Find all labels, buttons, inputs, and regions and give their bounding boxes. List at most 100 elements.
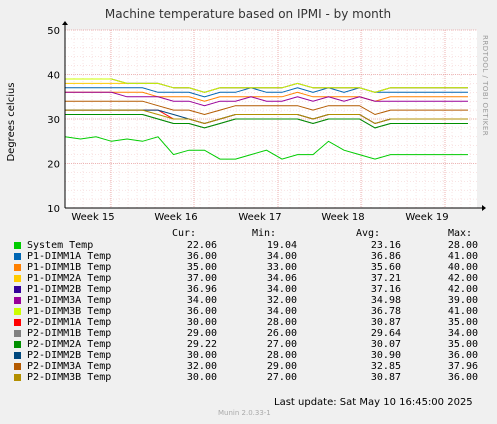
legend-swatch	[14, 242, 21, 249]
legend-max-value: 37.96	[447, 361, 478, 372]
series-line	[65, 78, 468, 93]
munin-version: Munin 2.0.33-1	[218, 409, 271, 417]
x-tick-label: Week 19	[405, 212, 448, 223]
legend-max-value: 35.00	[447, 339, 478, 350]
legend-header-max: Max:	[448, 228, 473, 239]
legend-avg-value: 34.98	[370, 295, 401, 306]
x-axis-arrow	[482, 205, 486, 211]
series-line	[65, 87, 468, 98]
rrdtool-credit: RRDTOOL / TOBI OETIKER	[481, 35, 489, 136]
y-tick-label: 50	[47, 26, 60, 37]
legend-series-name: P2-DIMM1B Temp	[27, 328, 112, 339]
legend-swatch	[14, 286, 21, 293]
legend-row: P2-DIMM2A Temp 29.22 27.00 30.07 35.00	[14, 339, 494, 351]
legend-series-name: P2-DIMM2A Temp	[27, 339, 112, 350]
series-line	[65, 91, 468, 107]
legend-avg-value: 37.21	[370, 273, 401, 284]
series-line	[65, 100, 468, 116]
legend-row: P2-DIMM1B Temp 29.00 26.00 29.64 34.00	[14, 328, 494, 340]
legend-avg-value: 30.07	[370, 339, 401, 350]
chart-title: Machine temperature based on IPMI - by m…	[105, 7, 391, 21]
legend-swatch	[14, 253, 21, 260]
legend-min-value: 28.00	[266, 317, 297, 328]
chart-series	[64, 78, 468, 160]
legend-cur-value: 30.00	[186, 372, 217, 383]
series-line	[65, 114, 468, 129]
legend-cur-value: 36.00	[186, 251, 217, 262]
legend-swatch	[14, 297, 21, 304]
legend-row: P1-DIMM3A Temp 34.00 32.00 34.98 39.00	[14, 295, 494, 307]
legend-series-name: P1-DIMM3A Temp	[27, 295, 112, 306]
legend-series-name: P2-DIMM1A Temp	[27, 317, 112, 328]
x-tick-label: Week 15	[71, 212, 114, 223]
legend-avg-value: 29.64	[370, 328, 401, 339]
legend-series-name: P1-DIMM3B Temp	[27, 306, 112, 317]
series-line	[65, 109, 468, 125]
temperature-chart: Machine temperature based on IPMI - by m…	[6, 7, 489, 223]
legend-cur-value: 35.00	[186, 262, 217, 273]
legend-avg-value: 23.16	[370, 240, 401, 251]
legend-cur-value: 32.00	[186, 361, 217, 372]
legend-swatch	[14, 363, 21, 370]
x-tick-label: Week 18	[321, 212, 364, 223]
legend-max-value: 42.00	[447, 284, 478, 295]
y-tick-label: 10	[47, 204, 60, 215]
legend-row: P1-DIMM1B Temp 35.00 33.00 35.60 40.00	[14, 262, 494, 274]
legend-row: P1-DIMM3B Temp 36.00 34.00 36.78 41.00	[14, 306, 494, 318]
legend-avg-value: 30.87	[370, 372, 401, 383]
legend-swatch	[14, 330, 21, 337]
legend-swatch	[14, 264, 21, 271]
legend-avg-value: 30.90	[370, 350, 401, 361]
legend-avg-value: 32.85	[370, 361, 401, 372]
legend-avg-value: 30.87	[370, 317, 401, 328]
legend-min-value: 27.00	[266, 339, 297, 350]
legend-header-avg: Avg:	[356, 228, 381, 239]
legend-series-name: P2-DIMM3A Temp	[27, 361, 112, 372]
legend-cur-value: 22.06	[186, 240, 217, 251]
legend-row: P2-DIMM3B Temp 30.00 27.00 30.87 36.00	[14, 372, 494, 384]
legend-min-value: 34.00	[266, 251, 297, 262]
legend-row: P2-DIMM3A Temp 32.00 29.00 32.85 37.96	[14, 361, 494, 373]
legend-cur-value: 30.00	[186, 317, 217, 328]
legend-header-cur: Cur:	[172, 228, 197, 239]
legend-cur-value: 30.00	[186, 350, 217, 361]
legend-row: P1-DIMM1A Temp 36.00 34.00 36.86 41.00	[14, 251, 494, 263]
legend-swatch	[14, 374, 21, 381]
legend-max-value: 36.00	[447, 350, 478, 361]
legend-series-name: P2-DIMM3B Temp	[27, 372, 112, 383]
legend-max-value: 39.00	[447, 295, 478, 306]
legend-series-name: P1-DIMM2B Temp	[27, 284, 112, 295]
legend-row: P1-DIMM2A Temp 37.00 34.06 37.21 42.00	[14, 273, 494, 285]
legend-series-name: P1-DIMM1A Temp	[27, 251, 112, 262]
legend-series-name: P1-DIMM1B Temp	[27, 262, 112, 273]
legend-min-value: 34.00	[266, 306, 297, 317]
legend-row: P1-DIMM2B Temp 36.96 34.00 37.16 42.00	[14, 284, 494, 296]
legend-avg-value: 35.60	[370, 262, 401, 273]
legend-max-value: 41.00	[447, 251, 478, 262]
legend-swatch	[14, 308, 21, 315]
legend-min-value: 32.00	[266, 295, 297, 306]
legend-swatch	[14, 275, 21, 282]
legend-cur-value: 36.96	[186, 284, 217, 295]
legend-min-value: 33.00	[266, 262, 297, 273]
series-line	[65, 91, 468, 102]
y-axis-label: Degrees celcius	[6, 82, 17, 161]
legend-min-value: 19.04	[266, 240, 297, 251]
legend-series-name: System Temp	[27, 240, 94, 251]
legend-cur-value: 36.00	[186, 306, 217, 317]
legend-min-value: 28.00	[266, 350, 297, 361]
legend-min-value: 27.00	[266, 372, 297, 383]
legend-max-value: 41.00	[447, 306, 478, 317]
legend-min-value: 29.00	[266, 361, 297, 372]
y-tick-label: 20	[47, 160, 60, 171]
legend-avg-value: 36.78	[370, 306, 401, 317]
legend-cur-value: 29.22	[186, 339, 217, 350]
x-tick-label: Week 17	[238, 212, 281, 223]
legend-max-value: 28.00	[447, 240, 478, 251]
legend-header-min: Min:	[252, 228, 277, 239]
legend-min-value: 26.00	[266, 328, 297, 339]
legend-avg-value: 37.16	[370, 284, 401, 295]
legend-max-value: 40.00	[447, 262, 478, 273]
legend-swatch	[14, 352, 21, 359]
legend-swatch	[14, 319, 21, 326]
